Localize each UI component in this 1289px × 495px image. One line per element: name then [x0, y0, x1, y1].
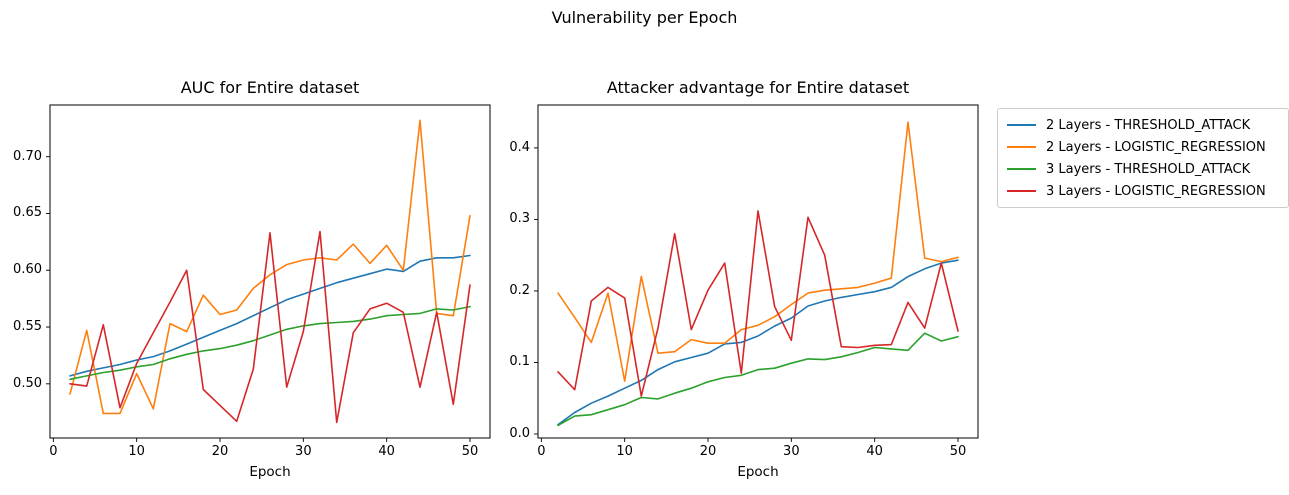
auc-x-tick-label: 20: [211, 444, 229, 459]
auc-y-tick-label: 0.50: [13, 375, 42, 391]
auc-line-2 Layers - THRESHOLD_ATTACK: [69, 254, 471, 377]
auc-x-tick-label: 0: [49, 444, 58, 459]
legend-item: 3 Layers - LOGISTIC_REGRESSION: [1007, 180, 1281, 202]
legend-label: 2 Layers - LOGISTIC_REGRESSION: [1046, 139, 1266, 155]
auc-x-tick-label: 50: [461, 444, 479, 459]
legend-item: 2 Layers - THRESHOLD_ATTACK: [1007, 114, 1281, 136]
attacker-advantage-y-tick-label: 0.3: [509, 211, 530, 227]
auc-line-2 Layers - LOGISTIC_REGRESSION: [69, 119, 471, 415]
attacker-advantage-line-2 Layers - LOGISTIC_REGRESSION: [557, 121, 959, 382]
legend-label: 3 Layers - THRESHOLD_ATTACK: [1046, 161, 1251, 177]
attacker-advantage-line-3 Layers - THRESHOLD_ATTACK: [557, 332, 959, 427]
auc-x-tick-label: 10: [128, 444, 145, 459]
legend-line-sample: [1007, 190, 1036, 192]
auc-x-tick-label: 40: [378, 444, 395, 459]
auc-y-tick-label: 0.70: [13, 148, 42, 164]
attacker-advantage-x-tick-label: 50: [949, 444, 967, 459]
legend-label: 2 Layers - THRESHOLD_ATTACK: [1046, 117, 1251, 133]
auc-plot-title: AUC for Entire dataset: [180, 78, 360, 97]
attacker-advantage-y-tick-label: 0.1: [509, 354, 530, 370]
advantage-plot-xlabel: Epoch: [737, 464, 779, 480]
attacker-advantage-y-tick-label: 0.4: [509, 139, 530, 155]
attacker-advantage-line-2 Layers - THRESHOLD_ATTACK: [557, 259, 959, 426]
legend-line-sample: [1007, 168, 1036, 170]
auc-axes-box: [49, 104, 491, 439]
attacker-advantage-line-3 Layers - LOGISTIC_REGRESSION: [557, 210, 959, 397]
auc-y-tick-label: 0.55: [13, 319, 42, 335]
attacker-advantage-y-tick-label: 0.2: [509, 282, 530, 298]
legend-label: 3 Layers - LOGISTIC_REGRESSION: [1046, 183, 1266, 199]
attacker-advantage-x-tick-label: 0: [537, 444, 546, 459]
auc-line-3 Layers - LOGISTIC_REGRESSION: [69, 230, 471, 424]
legend-item: 3 Layers - THRESHOLD_ATTACK: [1007, 158, 1281, 180]
auc-y-tick-label: 0.65: [13, 205, 42, 221]
legend-line-sample: [1007, 124, 1036, 126]
auc-y-tick-label: 0.60: [13, 262, 42, 278]
attacker-advantage-x-tick-label: 20: [699, 444, 717, 459]
legend-line-sample: [1007, 146, 1036, 148]
attacker-advantage-x-tick-label: 40: [866, 444, 883, 459]
attacker-advantage-axes-box: [537, 104, 979, 439]
attacker-advantage-y-tick-label: 0.0: [509, 425, 530, 441]
auc-plot-xlabel: Epoch: [249, 464, 291, 480]
auc-x-tick-label: 30: [295, 444, 312, 459]
legend-item: 2 Layers - LOGISTIC_REGRESSION: [1007, 136, 1281, 158]
legend: 2 Layers - THRESHOLD_ATTACK 2 Layers - L…: [997, 108, 1289, 208]
advantage-plot-title: Attacker advantage for Entire dataset: [606, 78, 910, 97]
figure-suptitle: Vulnerability per Epoch: [551, 8, 738, 27]
attacker-advantage-x-tick-label: 30: [783, 444, 800, 459]
attacker-advantage-x-tick-label: 10: [616, 444, 633, 459]
